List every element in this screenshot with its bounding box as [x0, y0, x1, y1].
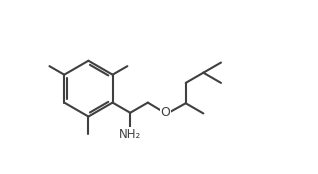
Text: NH₂: NH₂	[119, 128, 141, 141]
Text: O: O	[161, 106, 170, 119]
